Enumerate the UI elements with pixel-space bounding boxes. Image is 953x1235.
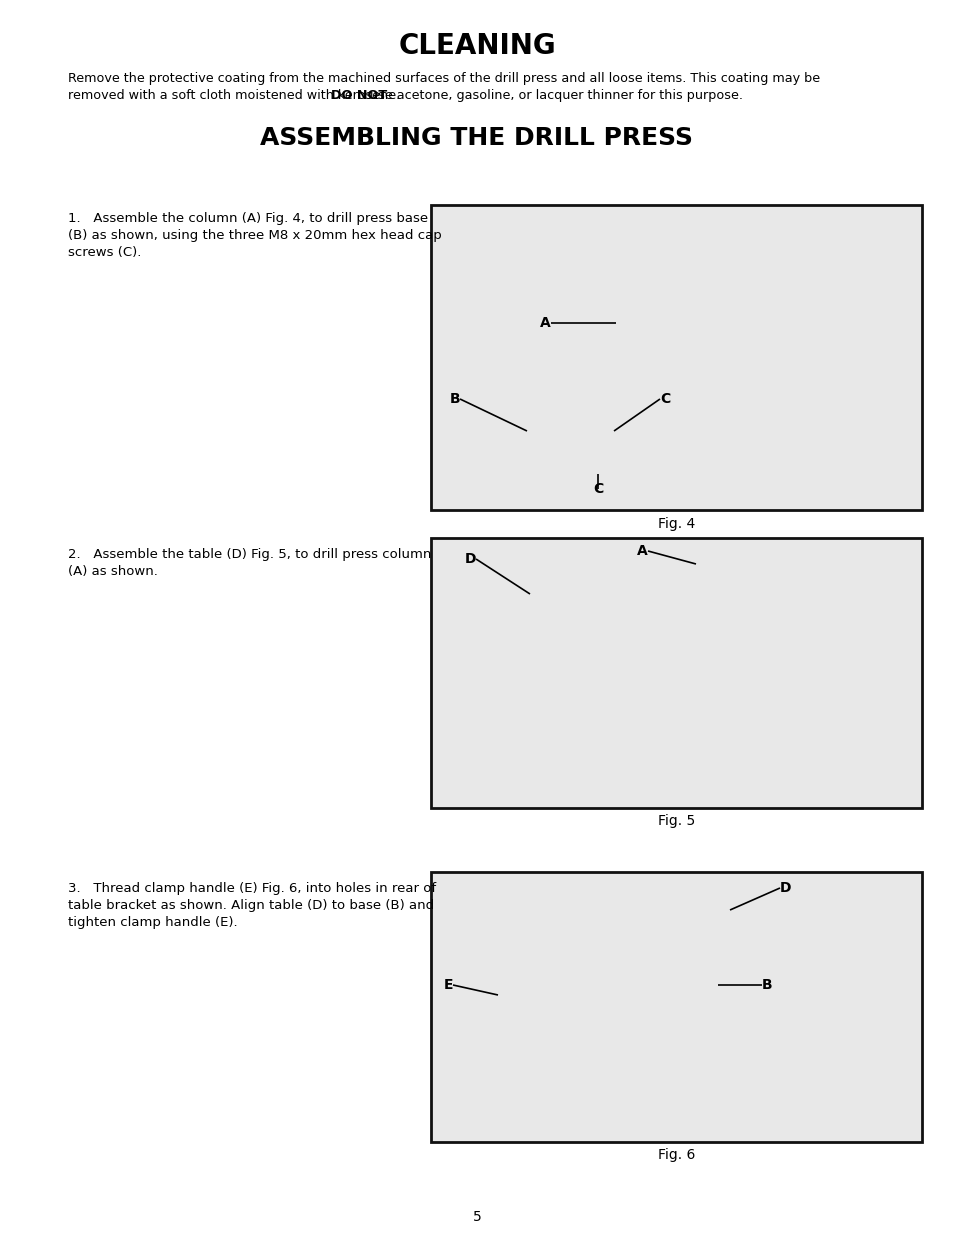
Text: 2.   Assemble the table (D) Fig. 5, to drill press column: 2. Assemble the table (D) Fig. 5, to dri… (68, 548, 431, 561)
Text: tighten clamp handle (E).: tighten clamp handle (E). (68, 916, 237, 929)
Text: removed with a soft cloth moistened with kerosene.: removed with a soft cloth moistened with… (68, 89, 404, 103)
Text: 1.   Assemble the column (A) Fig. 4, to drill press base: 1. Assemble the column (A) Fig. 4, to dr… (68, 212, 428, 225)
Text: B: B (761, 978, 772, 992)
Text: Fig. 5: Fig. 5 (658, 814, 695, 827)
Text: Remove the protective coating from the machined surfaces of the drill press and : Remove the protective coating from the m… (68, 72, 820, 85)
Text: Fig. 6: Fig. 6 (658, 1149, 695, 1162)
Text: D: D (464, 552, 476, 566)
Text: (A) as shown.: (A) as shown. (68, 564, 157, 578)
Text: Fig. 4: Fig. 4 (658, 517, 695, 531)
Text: table bracket as shown. Align table (D) to base (B) and: table bracket as shown. Align table (D) … (68, 899, 434, 911)
Text: DO NOT: DO NOT (331, 89, 387, 103)
Text: (B) as shown, using the three M8 x 20mm hex head cap: (B) as shown, using the three M8 x 20mm … (68, 228, 441, 242)
Text: ASSEMBLING THE DRILL PRESS: ASSEMBLING THE DRILL PRESS (260, 126, 693, 149)
Text: C: C (659, 391, 670, 406)
Text: use acetone, gasoline, or lacquer thinner for this purpose.: use acetone, gasoline, or lacquer thinne… (366, 89, 742, 103)
Text: 3.   Thread clamp handle (E) Fig. 6, into holes in rear of: 3. Thread clamp handle (E) Fig. 6, into … (68, 882, 436, 895)
Text: D: D (780, 881, 791, 895)
Text: screws (C).: screws (C). (68, 246, 141, 259)
Text: 5: 5 (472, 1210, 481, 1224)
Text: B: B (449, 391, 459, 406)
Bar (431, 872, 921, 1142)
Bar (431, 538, 921, 808)
Text: C: C (592, 482, 602, 496)
Text: E: E (443, 978, 453, 992)
Text: CLEANING: CLEANING (397, 32, 556, 61)
Text: A: A (637, 543, 647, 558)
Bar (431, 205, 921, 510)
Text: A: A (539, 316, 551, 330)
